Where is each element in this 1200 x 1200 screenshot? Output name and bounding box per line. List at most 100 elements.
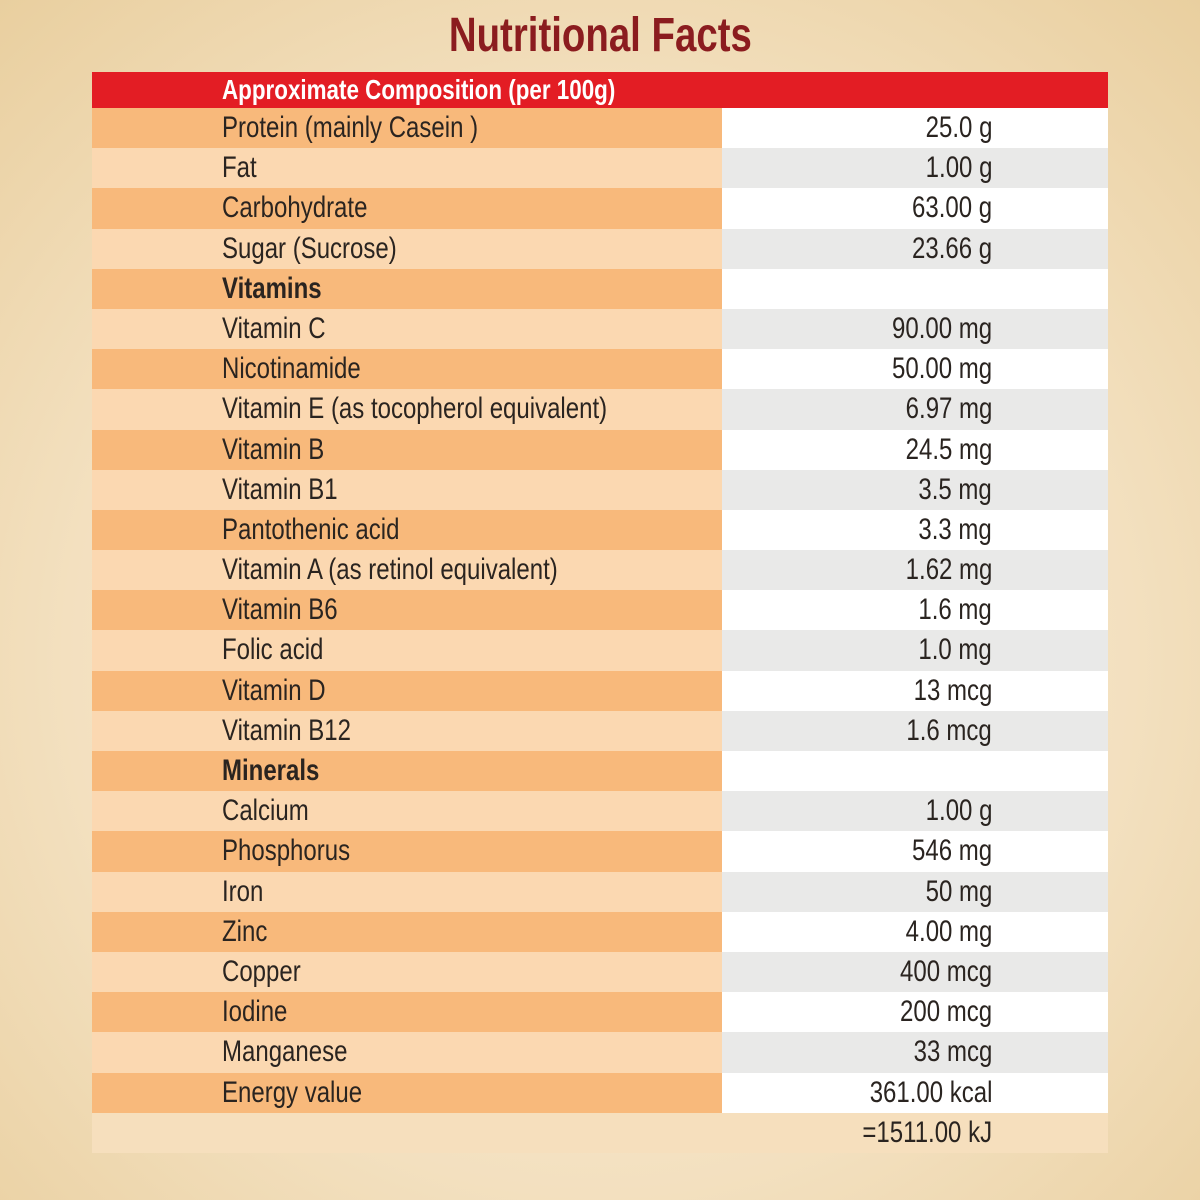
label-cell: Folic acid [92, 630, 722, 671]
value-text: 90.00 mg [891, 311, 992, 345]
table-row: Vitamins [92, 268, 1108, 309]
label-text: Minerals [222, 754, 320, 787]
value-cell: 50 mg [722, 871, 1108, 912]
value-cell: 1.00 g [722, 791, 1108, 832]
value-text: 1.00 g [925, 151, 992, 185]
table-row: Fat 1.00 g [92, 148, 1108, 189]
table-row: Vitamin B 24.5 mg [92, 429, 1108, 470]
value-cell: 24.5 mg [722, 429, 1108, 470]
value-cell: 1.0 mg [722, 630, 1108, 671]
value-text: 546 mg [911, 834, 992, 868]
label-text: Manganese [222, 1035, 348, 1069]
label-cell: Vitamin B12 [92, 710, 722, 751]
value-cell: 3.3 mg [722, 509, 1108, 551]
value-text: 1.0 mg [918, 633, 992, 667]
value-cell: 13 mcg [722, 670, 1108, 711]
label-cell: Vitamin C [92, 308, 722, 350]
label-cell: Zinc [92, 911, 722, 952]
value-text: 361.00 kcal [869, 1075, 992, 1109]
value-cell: 63.00 g [722, 188, 1108, 229]
table-row: Pantothenic acid 3.3 mg [92, 509, 1108, 551]
value-text: 200 mcg [899, 995, 992, 1029]
label-cell [92, 1112, 722, 1153]
value-text: 13 mcg [913, 673, 992, 707]
table-row: Iodine 200 mcg [92, 992, 1108, 1033]
table-row: Nicotinamide 50.00 mg [92, 349, 1108, 390]
value-text: 1.62 mg [905, 553, 992, 587]
value-cell [722, 268, 1108, 309]
value-text: 400 mcg [899, 954, 992, 988]
value-cell: 33 mcg [722, 1032, 1108, 1073]
label-text: Zinc [222, 914, 268, 948]
table-row: Zinc 4.00 mg [92, 911, 1108, 952]
label-text: Vitamin D [222, 673, 326, 707]
value-text: 63.00 g [911, 191, 992, 225]
label-cell: Protein (mainly Casein ) [92, 108, 722, 149]
value-cell: 546 mg [722, 831, 1108, 872]
table-row: Protein (mainly Casein ) 25.0 g [92, 108, 1108, 149]
value-cell: 200 mcg [722, 992, 1108, 1033]
label-text: Vitamin E (as tocopherol equivalent) [222, 392, 608, 426]
value-cell: 1.00 g [722, 148, 1108, 189]
table-row: Calcium 1.00 g [92, 791, 1108, 832]
table-row: Vitamin B12 1.6 mcg [92, 710, 1108, 751]
value-text: 1.6 mcg [906, 713, 992, 747]
label-text: Vitamin A (as retinol equivalent) [222, 553, 558, 587]
table-header: Approximate Composition (per 100g) [92, 72, 1108, 108]
value-cell: 50.00 mg [722, 349, 1108, 390]
label-cell: Vitamin B6 [92, 590, 722, 631]
table-row: Folic acid 1.0 mg [92, 630, 1108, 671]
value-cell: 3.5 mg [722, 469, 1108, 510]
table-row: Iron 50 mg [92, 871, 1108, 912]
label-text: Vitamin B6 [222, 593, 338, 627]
value-cell: 1.6 mcg [722, 710, 1108, 751]
value-cell: 1.62 mg [722, 550, 1108, 591]
table-row: Manganese 33 mcg [92, 1032, 1108, 1073]
table-row: Minerals [92, 751, 1108, 792]
value-text: 24.5 mg [905, 432, 992, 466]
value-text: 6.97 mg [905, 392, 992, 426]
value-cell: 361.00 kcal [722, 1072, 1108, 1113]
label-text: Vitamin B12 [222, 713, 351, 747]
label-cell: Fat [92, 148, 722, 189]
value-cell: 1.6 mg [722, 590, 1108, 631]
value-cell [722, 751, 1108, 792]
value-text: 4.00 mg [905, 914, 992, 948]
label-text: Vitamin B [222, 432, 325, 466]
table-row: Vitamin A (as retinol equivalent) 1.62 mg [92, 550, 1108, 591]
value-text: 1.00 g [925, 794, 992, 828]
nutrition-table: Approximate Composition (per 100g) Prote… [92, 72, 1108, 1153]
label-cell: Sugar (Sucrose) [92, 228, 722, 269]
label-cell: Pantothenic acid [92, 509, 722, 551]
label-cell: Carbohydrate [92, 188, 722, 229]
label-text: Vitamins [222, 271, 322, 305]
label-text: Protein (mainly Casein ) [222, 111, 479, 144]
title: Nutritional Facts [0, 8, 1200, 63]
value-cell: =1511.00 kJ [722, 1112, 1108, 1153]
value-cell: 90.00 mg [722, 308, 1108, 350]
value-text: 50 mg [925, 874, 992, 908]
table-row: =1511.00 kJ [92, 1112, 1108, 1153]
label-text: Fat [222, 151, 257, 185]
label-text: Sugar (Sucrose) [222, 231, 397, 265]
value-text: 3.3 mg [918, 512, 992, 546]
label-text: Iron [222, 874, 264, 908]
label-text: Calcium [222, 794, 309, 828]
table-row: Vitamin D 13 mcg [92, 670, 1108, 711]
value-text: 25.0 g [925, 111, 992, 144]
value-cell: 4.00 mg [722, 911, 1108, 952]
label-text: Phosphorus [222, 834, 351, 868]
label-cell: Copper [92, 951, 722, 993]
label-cell: Manganese [92, 1032, 722, 1073]
label-text: Iodine [222, 995, 288, 1029]
label-cell: Vitamin B1 [92, 469, 722, 510]
value-cell: 25.0 g [722, 108, 1108, 149]
table-row: Vitamin C 90.00 mg [92, 308, 1108, 350]
title-text: Nutritional Facts [448, 9, 752, 62]
table-row: Energy value 361.00 kcal [92, 1072, 1108, 1113]
value-cell: 6.97 mg [722, 389, 1108, 430]
label-text: Nicotinamide [222, 352, 361, 386]
label-cell: Minerals [92, 751, 722, 792]
